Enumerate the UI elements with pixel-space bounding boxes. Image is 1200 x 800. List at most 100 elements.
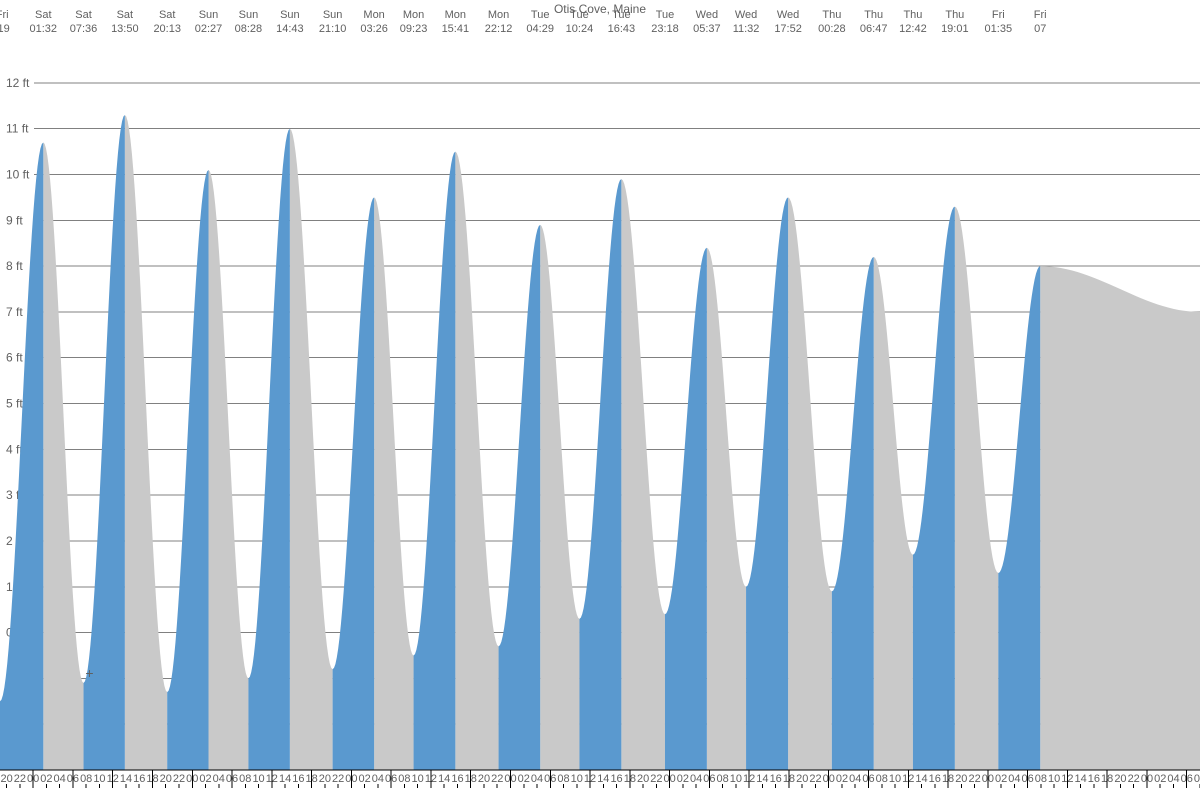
tide-falling-area [621,179,665,770]
x-hour-label: 14 [756,773,768,785]
tide-rising-area [579,179,621,770]
header-day: Sun [280,9,300,21]
x-hour-label: 14 [279,773,291,785]
x-hour-label: 14 [438,773,450,785]
tide-falling-area [955,207,998,770]
header-time: 21:10 [319,23,347,35]
now-marker: + [85,665,93,681]
x-hour-label: 10 [93,773,105,785]
header-time: 07 [1034,23,1046,35]
header-time: 17:52 [774,23,802,35]
x-hour-label: 16 [292,773,304,785]
x-hour-label: 04 [690,773,702,785]
x-hour-label: 04 [531,773,543,785]
header-day: Wed [777,9,799,21]
x-hour-label: 20 [478,773,490,785]
svg-text:8 ft: 8 ft [6,259,23,273]
x-hour-label: 08 [239,773,251,785]
x-hour-label: 02 [199,773,211,785]
tide-rising-area [746,197,788,770]
x-hour-label: 08 [557,773,569,785]
header-day: Sun [323,9,343,21]
x-hour-label: 08 [398,773,410,785]
tide-falling-area [707,248,746,770]
x-hour-label: 02 [995,773,1007,785]
header-day: Fri [0,9,9,21]
x-hour-label: 22 [809,773,821,785]
header-time: 23:18 [651,23,679,35]
tide-rising-area [998,266,1040,770]
x-hour-label: 02 [359,773,371,785]
header-time: 02:27 [195,23,223,35]
header-time: 03:26 [360,23,388,35]
x-hour-label: 08 [1035,773,1047,785]
x-hour-label: 20 [637,773,649,785]
x-hour-label: 02 [1154,773,1166,785]
x-hour-label: 16 [1088,773,1100,785]
x-hour-label: 16 [451,773,463,785]
x-hour-label: 08 [80,773,92,785]
header-time: 04:29 [526,23,554,35]
header-day: Sat [75,9,92,21]
header-day: Sun [199,9,219,21]
x-hour-label: 02 [677,773,689,785]
header-time: :19 [0,23,10,35]
tide-rising-area [832,257,874,770]
svg-text:12 ft: 12 ft [6,76,30,90]
x-hour-label: 22 [14,773,26,785]
x-hour-label: 10 [412,773,424,785]
x-hour-label: 22 [332,773,344,785]
header-time: 05:37 [693,23,721,35]
tide-falling-area [125,115,167,770]
header-day: Sun [239,9,259,21]
tide-falling-area [374,197,413,770]
header-day: Thu [945,9,964,21]
header-day: Mon [445,9,466,21]
header-day: Tue [612,9,631,21]
x-hour-label: 22 [650,773,662,785]
tide-rising-area [913,207,955,770]
tide-falling-area [1040,266,1200,770]
tide-falling-area [788,197,832,770]
x-hour-label: 04 [1167,773,1179,785]
x-hour-label: 20 [796,773,808,785]
svg-text:7 ft: 7 ft [6,305,23,319]
header-time: 19:01 [941,23,969,35]
header-time: 20:13 [153,23,181,35]
x-hour-label: 04 [1008,773,1020,785]
x-hour-label: 10 [1048,773,1060,785]
tide-falling-area [43,142,83,770]
x-hour-label: 22 [1128,773,1140,785]
header-day: Mon [403,9,424,21]
tide-chart: Otis Cove, Maine -2 ft-1 ft0 ft1 ft2 ft3… [0,0,1200,800]
x-hour-label: 20 [1114,773,1126,785]
header-day: Sat [159,9,176,21]
x-hour-label: 08 [717,773,729,785]
x-hour-label: 20 [1,773,13,785]
svg-text:6 ft: 6 ft [6,351,23,365]
x-hour-label: 20 [319,773,331,785]
header-time: 09:23 [400,23,428,35]
header-day: Tue [531,9,550,21]
x-hour-label: 02 [836,773,848,785]
x-hour-label: 04 [213,773,225,785]
header-day: Wed [696,9,718,21]
header-time: 10:24 [566,23,594,35]
svg-text:5 ft: 5 ft [6,397,23,411]
x-hour-label: 02 [40,773,52,785]
x-hour-label: 16 [610,773,622,785]
header-day: Mon [488,9,509,21]
x-hour-label: 14 [915,773,927,785]
header-time: 01:35 [985,23,1013,35]
tide-falling-area [874,257,913,770]
header-day: Fri [1034,9,1047,21]
x-hour-label: 08 [876,773,888,785]
svg-text:9 ft: 9 ft [6,213,23,227]
header-time: 06:47 [860,23,888,35]
x-hour-label: 20 [955,773,967,785]
header-time: 13:50 [111,23,139,35]
header-day: Thu [903,9,922,21]
header-day: Tue [656,9,675,21]
tide-rising-area [414,152,456,770]
header-day: Mon [363,9,384,21]
